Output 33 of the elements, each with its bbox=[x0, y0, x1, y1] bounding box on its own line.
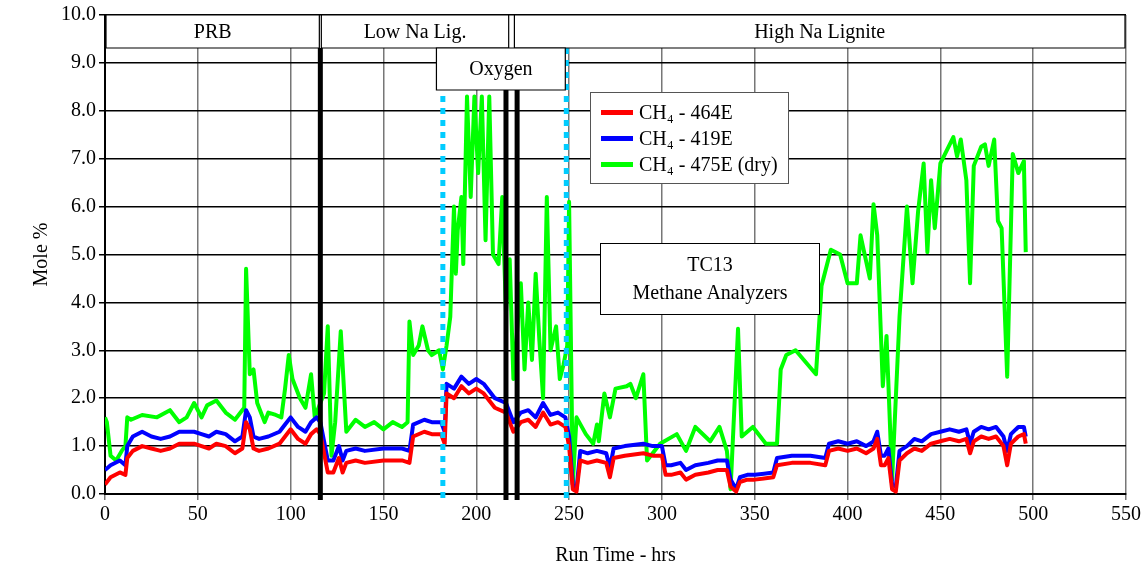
y-tick-label: 8.0 bbox=[71, 98, 96, 121]
legend-label: CH₄ - 419E bbox=[639, 126, 733, 151]
x-tick-label: 450 bbox=[925, 502, 956, 525]
y-tick-label: 2.0 bbox=[71, 385, 96, 408]
x-tick-label: 50 bbox=[187, 502, 208, 525]
y-tick-label: 6.0 bbox=[71, 193, 96, 216]
y-axis-title: Mole % bbox=[29, 222, 52, 287]
x-tick-label: 0 bbox=[100, 502, 110, 525]
note-box: TC13 Methane Analyzers bbox=[600, 243, 820, 315]
legend-label: CH₄ - 475E (dry) bbox=[639, 152, 778, 177]
y-tick-label: 10.0 bbox=[61, 2, 96, 25]
x-tick-label: 100 bbox=[275, 502, 306, 525]
x-tick-label: 200 bbox=[461, 502, 492, 525]
x-tick-label: 300 bbox=[646, 502, 677, 525]
y-tick-label: 0.0 bbox=[71, 481, 96, 504]
y-tick-label: 4.0 bbox=[71, 289, 96, 312]
band-label: Low Na Lig. bbox=[363, 19, 467, 43]
x-tick-label: 250 bbox=[554, 502, 585, 525]
x-tick-label: 550 bbox=[1111, 502, 1141, 525]
y-tick-label: 1.0 bbox=[71, 433, 96, 456]
legend-label: CH₄ - 464E bbox=[639, 100, 733, 125]
x-tick-label: 400 bbox=[832, 502, 863, 525]
y-tick-label: 9.0 bbox=[71, 50, 96, 73]
y-tick-label: 5.0 bbox=[71, 241, 96, 264]
x-tick-label: 500 bbox=[1018, 502, 1049, 525]
band-label: High Na Lignite bbox=[754, 19, 886, 43]
band-label: PRB bbox=[193, 19, 232, 42]
x-tick-label: 150 bbox=[368, 502, 399, 525]
y-tick-label: 7.0 bbox=[71, 145, 96, 168]
y-tick-label: 3.0 bbox=[71, 337, 96, 360]
x-axis-title: Run Time - hrs bbox=[555, 543, 677, 566]
band-label: Oxygen bbox=[469, 57, 533, 81]
x-tick-label: 350 bbox=[739, 502, 770, 525]
